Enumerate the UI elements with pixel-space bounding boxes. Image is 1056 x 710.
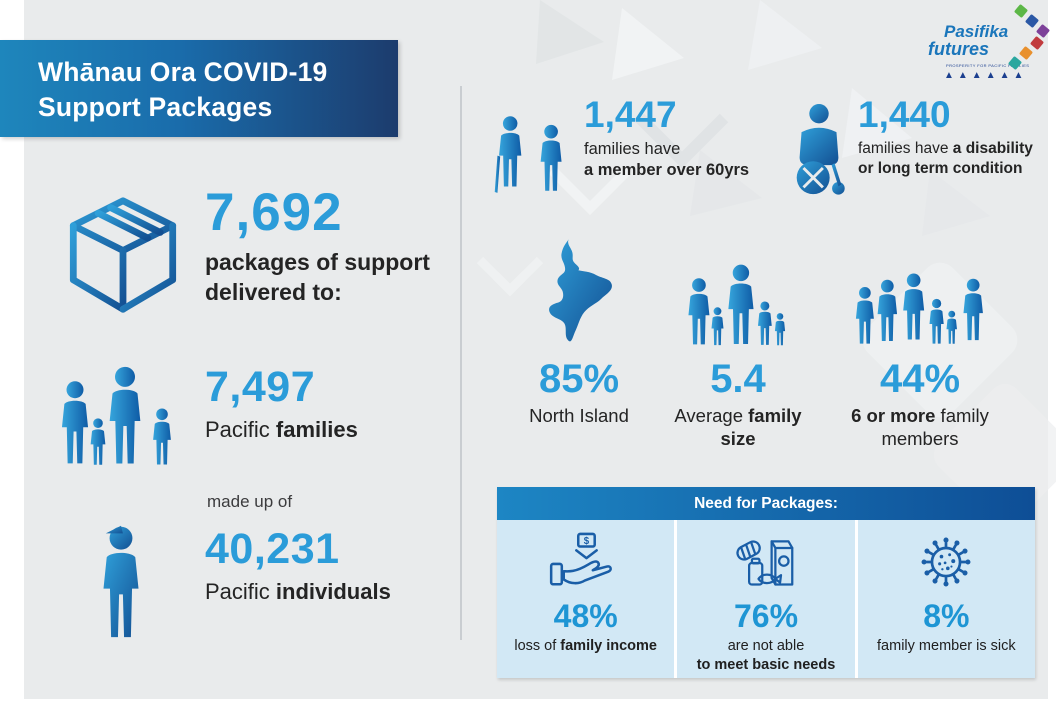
- logo-brand-bottom: futures: [928, 39, 990, 59]
- stat-individuals: 40,231 Pacific individuals: [205, 528, 465, 605]
- logo-square-orange: [1018, 45, 1034, 61]
- made-up-of-label: made up of: [207, 492, 293, 511]
- stat-packages-value: 7,692: [205, 183, 343, 242]
- logo-square-blue: [1024, 13, 1040, 29]
- logo-square-purple: [1035, 23, 1051, 39]
- stat-north-island: 85% North Island: [505, 236, 653, 427]
- stat-family-size-value: 5.4: [710, 357, 766, 401]
- six-or-more-icon-area: [853, 236, 988, 348]
- stat-disability-caption: families have a disability or long term …: [858, 139, 1054, 179]
- logo-square-red: [1029, 35, 1045, 51]
- need-sick-value: 8%: [923, 598, 970, 634]
- stat-family-size: 5.4 Average family size: [664, 236, 812, 450]
- stat-over-60: 1,447 families have a member over 60yrs: [584, 96, 784, 182]
- family-size-icon-area: [685, 236, 791, 348]
- stat-individuals-caption: Pacific individuals: [205, 579, 465, 605]
- need-basic-needs-column: 76% are not able to meet basic needs: [674, 520, 858, 678]
- need-basic-needs-line2: to meet basic needs: [696, 656, 836, 673]
- package-box-icon: [69, 197, 177, 313]
- stat-disability-line1-bold: a disability: [952, 140, 1033, 157]
- individual-person-icon: [103, 525, 139, 638]
- stat-family-size-line2: size: [720, 428, 756, 450]
- north-island-icon-area: [532, 236, 627, 348]
- stat-families-caption: Pacific families: [205, 417, 455, 443]
- stat-disability-line1-regular: families have: [858, 140, 953, 157]
- need-income-caption-regular: loss of: [514, 638, 561, 654]
- stat-family-size-line1-regular: Average: [674, 405, 749, 426]
- stat-packages-caption-line2: delivered to:: [205, 278, 342, 305]
- need-basic-needs-value: 76%: [733, 598, 799, 634]
- stat-disability: 1,440 families have a disability or long…: [858, 96, 1054, 179]
- stat-individuals-caption-bold: individuals: [275, 579, 391, 604]
- logo-chevron-icon: [1007, 3, 1054, 72]
- stat-over-60-line1: families have: [584, 140, 681, 158]
- stat-north-island-value: 85%: [538, 357, 620, 401]
- family-of-six-icon: [855, 273, 983, 344]
- need-income-caption-bold: family income: [560, 638, 657, 654]
- stat-individuals-value: 40,231: [205, 525, 340, 573]
- stat-disability-line2: or long term condition: [858, 160, 1023, 178]
- stat-over-60-line2: a member over 60yrs: [584, 161, 750, 180]
- stat-six-or-more-line2: members: [881, 428, 959, 450]
- stat-individuals-caption-regular: Pacific: [205, 579, 276, 604]
- stat-disability-line1: families have a disability: [858, 139, 1054, 159]
- stat-packages-caption: packages of support delivered to:: [205, 248, 455, 308]
- need-box-body: $ 48% loss of family income: [497, 520, 1035, 678]
- stat-over-60-value: 1,447: [584, 94, 677, 135]
- need-for-packages-box: Need for Packages: $ 48% loss of: [497, 487, 1035, 678]
- need-box-header: Need for Packages:: [497, 487, 1035, 520]
- dollar-symbol: $: [583, 536, 589, 547]
- basic-needs-icon-area: [677, 530, 854, 594]
- title-banner: Whānau Ora COVID-19 Support Packages: [0, 40, 398, 137]
- banner-title-line2: Support Packages: [38, 92, 273, 123]
- need-basic-needs-line1: are not able: [727, 638, 805, 654]
- logo-triangles-row: ▲▲▲▲▲▲: [944, 70, 1028, 81]
- need-basic-needs-caption: are not able to meet basic needs: [677, 637, 854, 675]
- stat-six-or-more-line1: 6 or more family: [851, 404, 989, 427]
- stat-disability-value: 1,440: [858, 94, 951, 135]
- stat-families-caption-bold: families: [275, 417, 358, 442]
- hand-receiving-money-icon: $: [549, 532, 612, 586]
- stat-six-or-more-caption: 6 or more family members: [851, 404, 989, 450]
- stat-packages-caption-line1: packages of support: [205, 249, 430, 275]
- stat-six-or-more-line1-regular: family: [935, 405, 989, 426]
- stat-families: 7,497 Pacific families: [205, 366, 455, 443]
- banner-text-block: Whānau Ora COVID-19 Support Packages: [0, 40, 398, 125]
- need-sick-caption: family member is sick: [877, 638, 1016, 654]
- section-divider: [460, 86, 462, 640]
- logo-square-green: [1013, 3, 1029, 19]
- stat-family-size-line1-bold: family: [748, 405, 802, 426]
- virus-icon: [917, 533, 975, 591]
- stat-six-or-more-line1-bold: 6 or more: [851, 405, 936, 426]
- need-sick-column: 8% family member is sick: [858, 520, 1035, 678]
- stat-north-island-label: North Island: [529, 405, 629, 426]
- stat-over-60-caption: families have a member over 60yrs: [584, 139, 784, 182]
- elderly-couple-icon: [494, 116, 562, 193]
- stat-packages: 7,692 packages of support delivered to:: [205, 186, 455, 308]
- logo-tagline: PROSPERITY FOR PACIFIC FAMILIES: [946, 63, 1030, 68]
- groceries-icon: [736, 540, 794, 586]
- need-income-value: 48%: [553, 598, 618, 634]
- sick-icon-area: [858, 530, 1035, 594]
- pasifika-futures-logo: Pasifika futures PROSPERITY FOR PACIFIC …: [920, 3, 1054, 100]
- income-icon-area: $: [497, 530, 674, 594]
- wheelchair-person-icon: [796, 103, 845, 195]
- need-income-column: $ 48% loss of family income: [497, 520, 674, 678]
- stat-family-size-caption: Average family size: [674, 404, 801, 450]
- stat-families-caption-regular: Pacific: [205, 417, 276, 442]
- logo-brand-top: Pasifika: [944, 22, 1009, 41]
- logo-square-teal: [1007, 55, 1023, 71]
- stat-family-size-line1: Average family: [674, 404, 801, 427]
- map-north-island-icon: [548, 239, 612, 342]
- family-of-five-icon: [688, 264, 786, 346]
- need-income-caption: loss of family income: [497, 637, 674, 656]
- stat-six-or-more: 44% 6 or more family members: [840, 236, 1000, 450]
- family-walking-icon: [61, 366, 171, 465]
- banner-title-line1: Whānau Ora COVID-19: [38, 57, 328, 87]
- stat-six-or-more-value: 44%: [879, 357, 961, 401]
- stat-families-value: 7,497: [205, 363, 316, 411]
